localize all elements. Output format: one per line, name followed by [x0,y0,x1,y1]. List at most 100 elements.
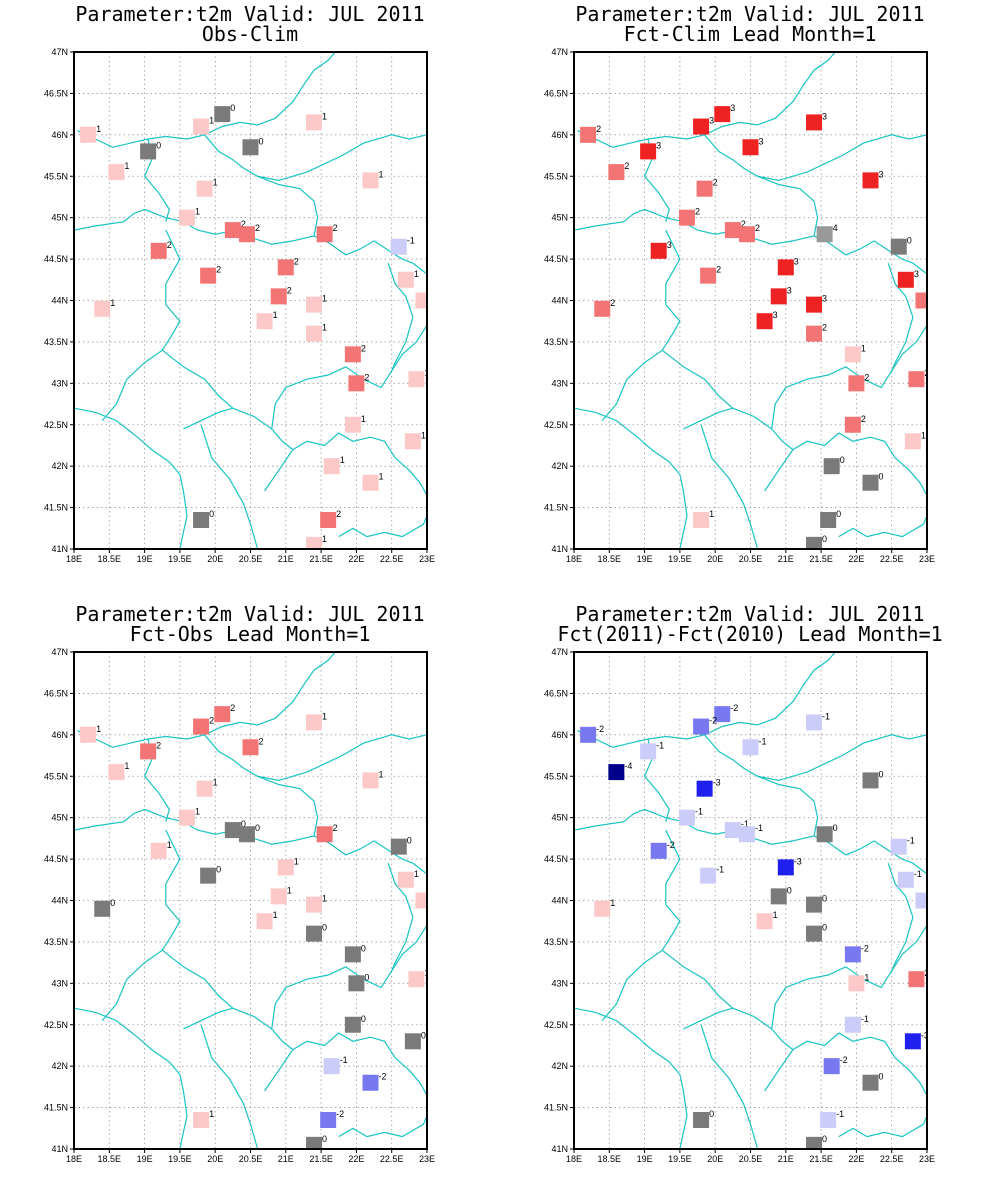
station-value: -1 [836,1109,844,1119]
lat-tick-label: 43N [51,978,68,988]
station-value: -4 [624,761,632,771]
station-marker [270,288,287,305]
station-value: 3 [730,103,735,113]
station-marker [238,226,255,243]
border-line [257,134,427,182]
lon-tick-label: 20E [207,1154,223,1164]
station-value: 0 [836,509,841,519]
station-marker [362,172,379,189]
lat-tick-label: 41N [551,1144,568,1154]
station-value: 1 [195,807,200,817]
border-line [200,1024,259,1149]
border-line [887,863,914,972]
station-marker [678,209,695,226]
station-value: 0 [833,823,838,833]
station-value: 2 [924,968,929,978]
station-value: 1 [340,455,345,465]
station-marker [650,242,667,259]
panel-title: Parameter:t2m Valid: JUL 2011 [575,602,925,626]
station-value: 0 [879,769,884,779]
station-value: 2 [287,285,292,295]
station-marker [415,892,427,909]
station-marker [80,726,97,743]
panel-subtitle: Fct(2011)-Fct(2010) Lead Month=1 [557,622,943,646]
station-value: 4 [833,223,838,233]
station-marker [224,822,241,839]
station-marker [323,1058,340,1075]
station-marker [200,867,217,884]
border-line [183,1007,233,1030]
station-value: 2 [822,323,827,333]
lon-tick-label: 21E [278,554,294,564]
station-marker [80,126,97,143]
border-line [764,1049,794,1092]
lat-tick-label: 46N [51,130,68,140]
border-line [264,1049,294,1092]
station-marker [94,300,111,317]
lon-tick-label: 23E [419,1154,435,1164]
station-value: -1 [741,819,749,829]
station-value: 0 [822,894,827,904]
station-marker [94,900,111,917]
lon-tick-label: 18E [566,554,582,564]
lat-tick-label: 45N [51,813,68,823]
lon-tick-label: 22E [348,1154,364,1164]
station-marker [140,743,157,760]
lon-tick-label: 23E [919,554,935,564]
border-line [792,432,927,496]
lon-tick-label: 22.5E [880,554,904,564]
station-value: 1 [209,1109,214,1119]
station-marker [806,325,823,342]
lon-tick-label: 18.5E [598,1154,622,1164]
station-value: 1 [273,910,278,920]
border-line [574,1007,688,1149]
station-value: 0 [840,455,845,465]
lon-tick-label: 21E [778,1154,794,1164]
border-line [661,349,794,451]
station-marker [306,325,323,342]
station-marker [242,139,259,156]
station-value: 0 [787,885,792,895]
station-value: 0 [230,103,235,113]
station-marker [344,1016,361,1033]
lat-tick-label: 46N [551,130,568,140]
lat-tick-label: 42.5N [44,1020,68,1030]
station-marker [862,772,879,789]
station-marker [408,371,425,388]
border-line [700,424,759,549]
station-value: 2 [167,240,172,250]
border-line [757,134,927,182]
border-line [77,652,336,748]
station-value: 3 [822,294,827,304]
station-value: 3 [773,310,778,320]
lat-tick-label: 47N [51,647,68,657]
station-marker [844,1016,861,1033]
station-value: 1 [322,711,327,721]
station-marker [306,114,323,131]
station-marker [306,296,323,313]
station-marker [806,714,823,731]
station-marker [700,267,717,284]
station-marker [196,780,213,797]
station-marker [862,1074,879,1091]
border-line [264,449,294,492]
station-value: 1 [110,298,115,308]
lon-tick-label: 20.5E [239,1154,263,1164]
border-line [292,432,427,496]
station-value: 0 [110,898,115,908]
station-marker [848,375,865,392]
lon-tick-label: 19.5E [668,554,692,564]
lat-tick-label: 42.5N [544,1020,568,1030]
station-marker [777,859,794,876]
lat-tick-label: 43.5N [544,937,568,947]
station-value: 1 [213,778,218,788]
station-value: 2 [596,124,601,134]
station-marker [306,925,323,942]
lon-tick-label: 23E [419,554,435,564]
lon-tick-label: 18.5E [598,554,622,564]
station-value: 0 [156,140,161,150]
border-line [74,1007,188,1149]
border-line [74,208,427,275]
station-value: -1 [759,736,767,746]
lat-tick-label: 45.5N [44,771,68,781]
